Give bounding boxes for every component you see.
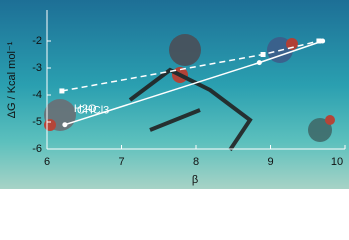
series-label: CHCl3 (77, 105, 109, 117)
y-tick-label: -2 (32, 35, 42, 47)
chart: ΔG / Kcal mol⁻¹ β -6 -5 -4 -3 -2 6 7 8 9 10 CHCl3H… (0, 0, 349, 189)
point (59, 88, 65, 94)
x-axis-label: β (192, 174, 198, 186)
point (260, 52, 266, 57)
x-tick-label: 10 (331, 156, 343, 168)
x-tick-label: 7 (118, 156, 124, 168)
x-tick-label: 6 (44, 156, 50, 168)
series-label: H2O (74, 103, 97, 115)
y-tick-label: -3 (32, 62, 42, 74)
y-tick-label: -6 (32, 143, 42, 155)
y-axis-label: ΔG / Kcal mol⁻¹ (6, 41, 18, 118)
point (62, 122, 68, 128)
x-tick-label: 8 (193, 156, 199, 168)
y-tick-label: -4 (32, 89, 42, 101)
background (0, 0, 349, 189)
point (256, 60, 262, 66)
molecule-art (44, 34, 335, 152)
y-tick-label: -5 (32, 116, 42, 128)
x-tick-label: 9 (267, 156, 273, 168)
point (316, 38, 322, 44)
